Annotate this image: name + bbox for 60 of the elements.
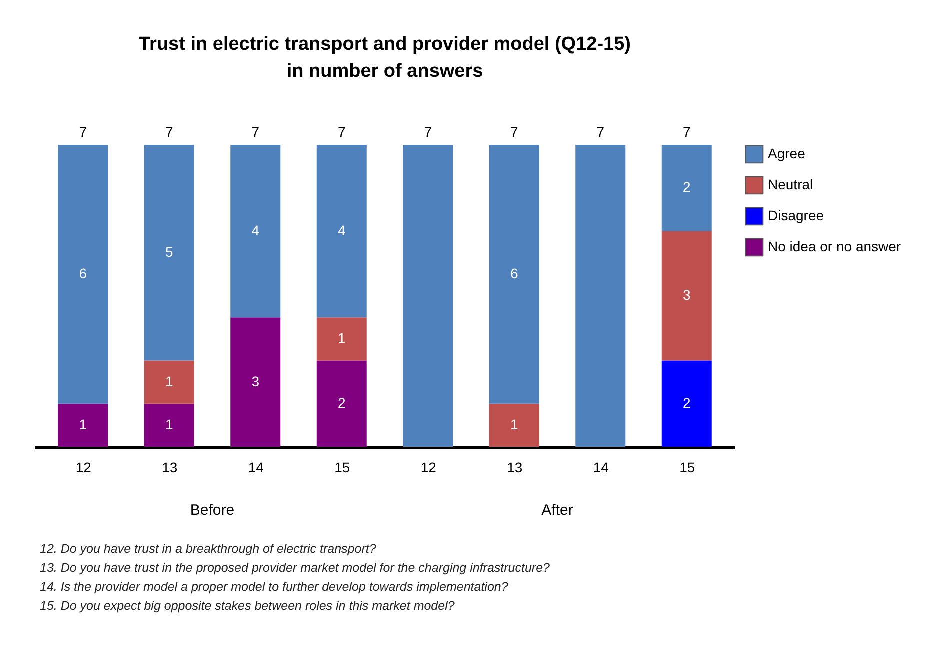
x-tick-label: 14	[248, 460, 264, 476]
chart-subtitle: in number of answers	[286, 61, 484, 82]
total-label: 7	[596, 124, 605, 140]
data-label: 3	[252, 373, 260, 390]
data-label: 1	[165, 373, 174, 390]
x-tick-label: 13	[507, 460, 523, 476]
chart-title: Trust in electric transport and provider model (Q12-15)	[138, 34, 632, 55]
data-label: 6	[79, 265, 88, 282]
bar	[144, 404, 194, 447]
data-label: 3	[682, 287, 691, 303]
x-tick-label: 15	[334, 460, 350, 476]
bar	[144, 145, 194, 361]
data-label: 2	[682, 179, 691, 196]
x-tick-label: 12	[420, 460, 437, 476]
total-label: 7	[338, 124, 346, 140]
data-label: 4	[252, 222, 260, 238]
bar	[58, 145, 108, 404]
text: Before	[190, 502, 235, 519]
total-label: 7	[510, 124, 518, 140]
data-label: 1	[79, 416, 88, 432]
data-label: 4	[338, 222, 346, 238]
text: 15. Do you expect big opposite stakes between roles in this market model?	[40, 598, 456, 615]
bar	[662, 360, 712, 447]
bar	[576, 145, 626, 447]
bar	[316, 145, 367, 318]
bar	[403, 145, 454, 447]
total-label: 7	[424, 124, 432, 140]
legend-label: Agree	[768, 146, 806, 162]
text: 14. Is the provider model a proper model to further develop towards implementation?	[40, 579, 510, 596]
bar	[316, 360, 367, 447]
data-label: 6	[510, 265, 518, 282]
bar	[489, 145, 540, 404]
bar	[316, 318, 367, 361]
legend-label: Neutral	[768, 176, 814, 192]
data-label: 1	[510, 416, 518, 432]
x-tick-label: 15	[680, 460, 696, 476]
legend-label: Disagree	[768, 208, 824, 224]
total-label: 7	[165, 124, 174, 140]
bar	[662, 145, 712, 232]
data-label: 1	[165, 416, 174, 432]
text: 12. Do you have trust in a breakthrough of electric transport?	[40, 541, 378, 558]
total-label: 7	[79, 124, 88, 140]
data-label: 2	[338, 394, 346, 411]
data-label: 2	[682, 394, 691, 411]
x-tick-label: 12	[76, 460, 92, 476]
text: 13. Do you have trust in the proposed provider market model for the charging infrastructure?	[40, 560, 550, 577]
bar	[144, 360, 194, 404]
x-tick-label: 13	[162, 460, 178, 476]
bar	[230, 145, 281, 318]
data-label: 1	[338, 330, 346, 346]
data-label: 5	[165, 244, 174, 260]
legend-label: No idea or no answer	[768, 238, 902, 254]
x-tick-label: 14	[593, 460, 610, 476]
text: After	[542, 502, 574, 519]
total-label: 7	[252, 124, 260, 140]
bar	[58, 404, 108, 447]
total-label: 7	[682, 124, 691, 140]
bar	[489, 404, 540, 447]
bar	[230, 318, 281, 447]
bar	[662, 231, 712, 361]
